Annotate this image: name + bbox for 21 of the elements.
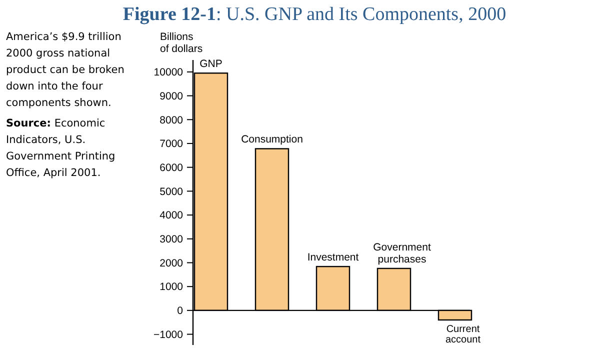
y-axis-title: Billions of dollars [160,31,203,55]
y-tick-label: 10000 [154,66,184,79]
y-tick-label: 0 [177,305,184,318]
text: America’s $9.9 trillion 2000 gross national product can be broken down into the four components shown. [6,31,124,109]
x-tick-label: Government purchases [373,241,431,266]
y-tick-label: −1000 [154,328,184,341]
x-tick-label: Current account [445,324,481,346]
y-tick-label: 6000 [160,162,184,174]
chart-title: Figure 12-1: U.S. GNP and Its Components, 2000 [122,4,506,25]
y-tick-label: 1000 [160,281,184,294]
y-tick-label: 7000 [160,138,184,150]
y-tick-label: 2000 [160,257,184,270]
y-tick-label: 8000 [160,114,184,126]
x-tick-label: Investment [307,252,359,264]
x-tick-label: Consumption [241,134,304,146]
y-tick-label: 3000 [160,234,184,246]
source-note: Source: Economic Indicators, U.S. Government Printing Office, April 2001. [6,118,116,179]
y-tick-label: 4000 [160,210,184,222]
y-tick-label: 9000 [160,90,184,102]
y-tick-label: 5000 [160,186,184,198]
x-tick-label: GNP [200,58,222,70]
